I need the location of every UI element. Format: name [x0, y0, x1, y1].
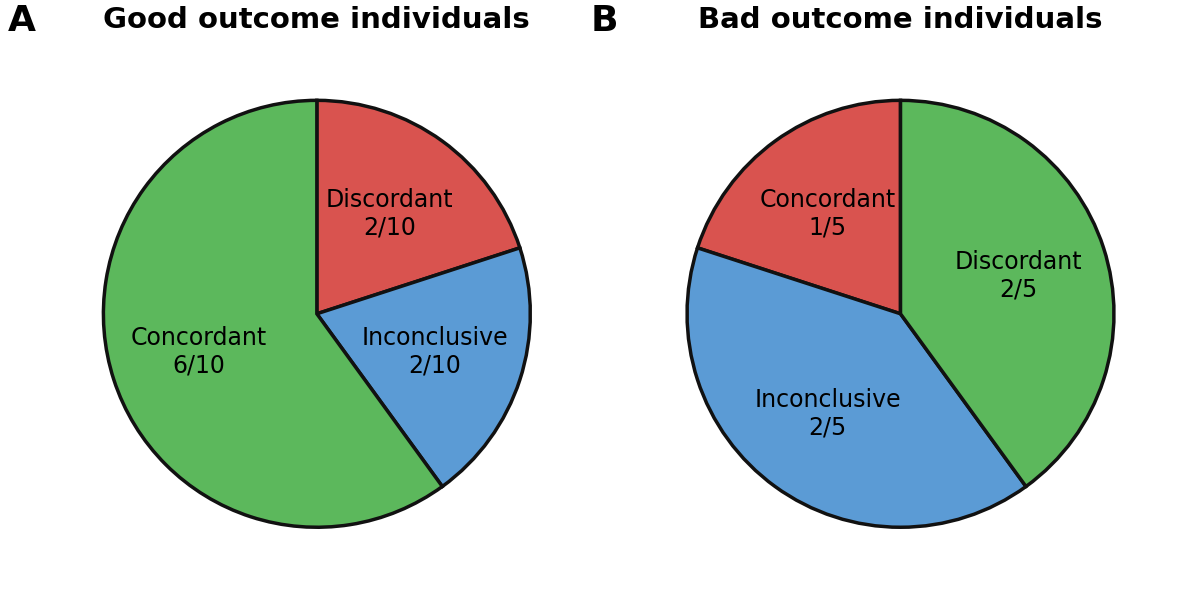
Wedge shape — [697, 100, 901, 314]
Title: Good outcome individuals: Good outcome individuals — [103, 6, 530, 34]
Text: Discordant
2/5: Discordant 2/5 — [954, 250, 1082, 301]
Wedge shape — [103, 100, 443, 527]
Wedge shape — [901, 100, 1114, 486]
Wedge shape — [687, 248, 1027, 527]
Wedge shape — [317, 100, 520, 314]
Text: Concordant
6/10: Concordant 6/10 — [131, 326, 268, 378]
Wedge shape — [317, 248, 530, 486]
Text: Inconclusive
2/5: Inconclusive 2/5 — [754, 388, 901, 440]
Text: Inconclusive
2/10: Inconclusive 2/10 — [361, 326, 508, 378]
Title: Bad outcome individuals: Bad outcome individuals — [699, 6, 1102, 34]
Text: A: A — [7, 4, 36, 38]
Text: B: B — [591, 4, 618, 38]
Text: Concordant
1/5: Concordant 1/5 — [760, 188, 896, 239]
Text: Discordant
2/10: Discordant 2/10 — [326, 188, 453, 239]
